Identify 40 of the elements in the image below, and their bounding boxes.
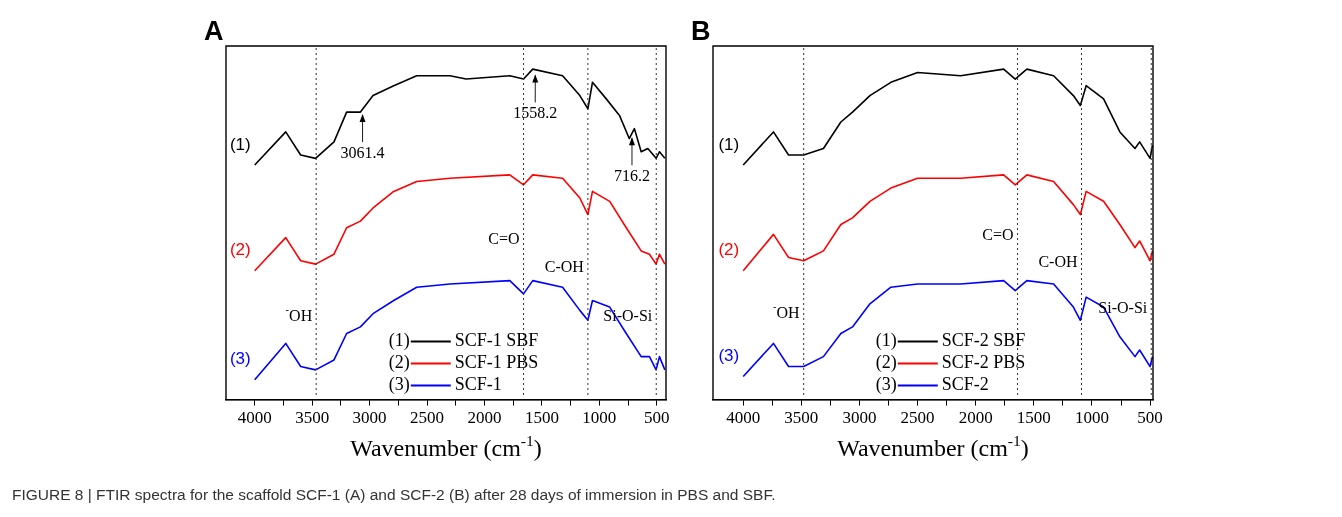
- ref-line-label: -OH: [773, 301, 801, 321]
- text: (2) SCF-2 PBS: [875, 352, 1026, 373]
- annotation: 1558.2: [513, 104, 558, 122]
- x-tick-label: 1500: [524, 408, 559, 428]
- annotation: (3): [718, 346, 740, 366]
- x-tick-label: 4000: [237, 408, 272, 428]
- annotation: (3): [229, 349, 251, 369]
- ref-line-label: C=O: [982, 225, 1014, 243]
- ref-line-label: C-OH: [1038, 252, 1078, 270]
- ref-line-label: C=O: [488, 229, 520, 247]
- annotation: 716.2: [613, 167, 650, 185]
- ref-line-label: C-OH: [544, 257, 585, 275]
- annotation: 3061.4: [340, 144, 385, 162]
- annotation: (2): [229, 240, 251, 260]
- x-tick-label: 3500: [784, 408, 819, 428]
- text: (1) SCF-1 SBF: [388, 330, 539, 351]
- x-tick-label: 3000: [842, 408, 877, 428]
- ref-line-label: -OH: [285, 304, 313, 324]
- text: (3) SCF-2: [875, 374, 989, 395]
- chart-title: A: [204, 16, 224, 46]
- x-tick-label: 3500: [295, 408, 330, 428]
- annotation: (1): [718, 134, 740, 154]
- x-tick-label: 3000: [352, 408, 387, 428]
- caption: FIGURE 8 | FTIR spectra for the scaffold SCF-1 (A) and SCF-2 (B) after 28 days of immersion in PBS and SBF.: [12, 486, 776, 504]
- x-tick-label: 1500: [1016, 408, 1051, 428]
- chart-title: B: [691, 16, 711, 46]
- x-tick-label: 4000: [726, 408, 761, 428]
- x-tick-label: 2000: [467, 408, 502, 428]
- x-tick-label: 500: [1137, 408, 1163, 428]
- annotation: (1): [229, 134, 251, 154]
- x-tick-label: 1000: [1074, 408, 1109, 428]
- x-tick-label: 1000: [582, 408, 617, 428]
- text: (1) SCF-2 SBF: [875, 330, 1026, 351]
- x-tick-label: 2500: [410, 408, 445, 428]
- x-tick-label: 2500: [900, 408, 935, 428]
- annotation: (2): [718, 240, 740, 260]
- text: (3) SCF-1: [388, 374, 502, 395]
- text: (2) SCF-1 PBS: [388, 352, 539, 373]
- x-tick-label: 2000: [958, 408, 993, 428]
- x-tick-label: 500: [644, 408, 670, 428]
